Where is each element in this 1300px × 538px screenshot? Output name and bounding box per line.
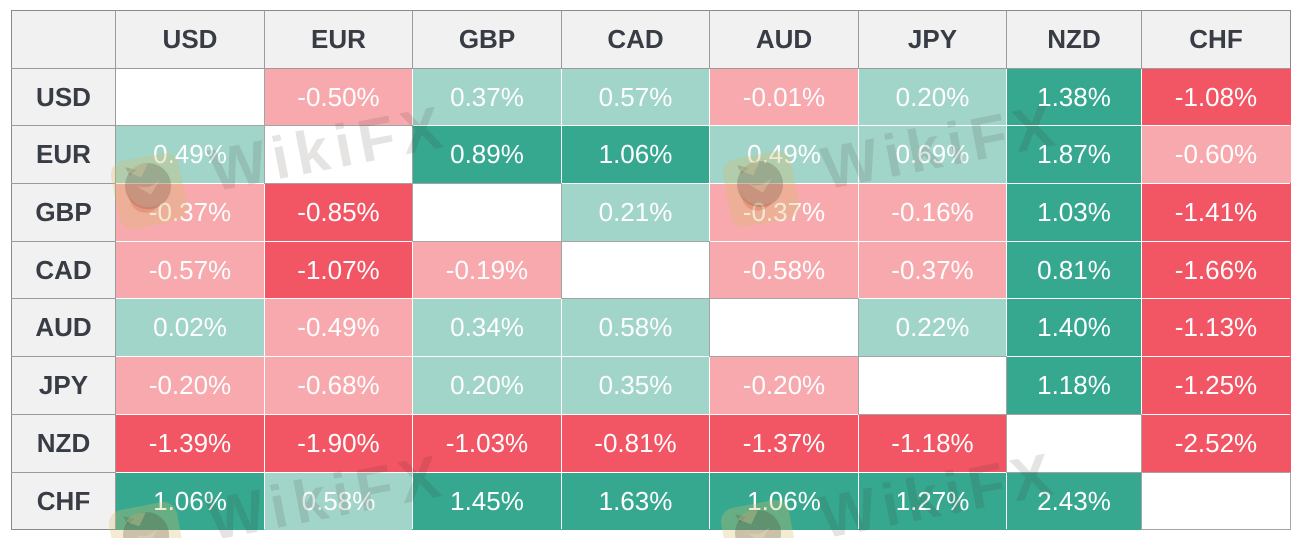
svg-text:WikiFX: WikiFX [204,96,454,204]
svg-text:WikiFX: WikiFX [202,445,452,538]
svg-text:WikiFX: WikiFX [814,443,1064,538]
svg-text:WikiFX: WikiFX [816,94,1066,202]
